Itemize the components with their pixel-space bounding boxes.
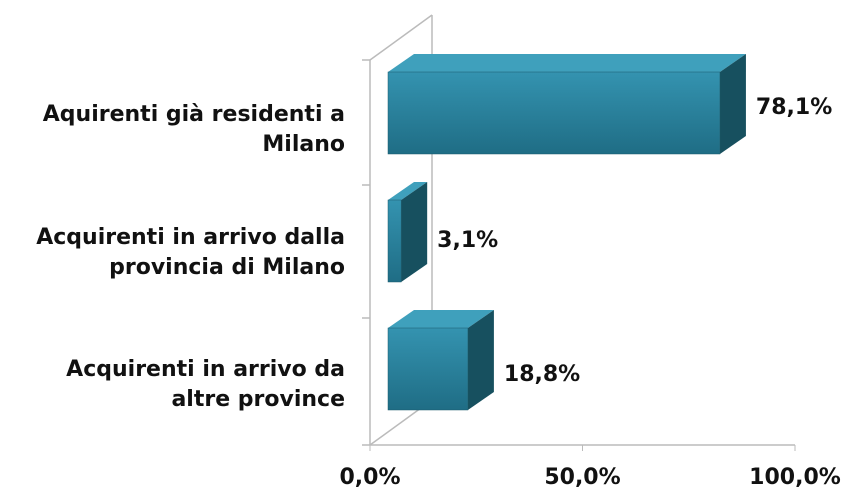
value-label: 18,8% xyxy=(504,362,580,387)
x-tick-label: 50,0% xyxy=(544,465,620,490)
x-tick-label: 100,0% xyxy=(749,465,841,490)
bar-top xyxy=(388,54,746,72)
bar-side xyxy=(467,310,494,410)
category-label: Acquirenti in arrivo da altre province xyxy=(66,357,345,412)
value-label: 78,1% xyxy=(756,95,832,120)
bar-side xyxy=(719,54,746,154)
value-label: 3,1% xyxy=(437,228,498,253)
bar xyxy=(387,199,402,283)
bar-top xyxy=(388,310,494,328)
bar-side xyxy=(401,182,428,282)
bar-top xyxy=(388,182,428,200)
bar xyxy=(387,71,721,155)
bar xyxy=(387,327,469,411)
x-tick-label: 0,0% xyxy=(339,465,400,490)
category-label: Acquirenti in arrivo dalla provincia di … xyxy=(36,225,345,280)
category-label: Aquirenti già residenti a Milano xyxy=(42,102,345,157)
